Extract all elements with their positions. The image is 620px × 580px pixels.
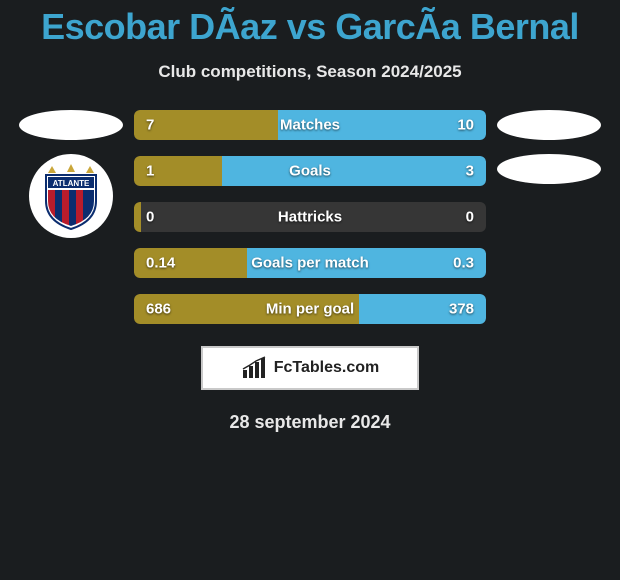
- stat-bar-left-fill: [134, 202, 141, 232]
- stat-label: Goals: [289, 163, 331, 180]
- stat-bar-right-fill: [222, 156, 486, 186]
- right-player-col: [494, 110, 604, 184]
- atlante-badge-icon: ATLANTE: [36, 161, 106, 231]
- stat-label: Hattricks: [278, 209, 342, 226]
- fctables-text: FcTables.com: [274, 359, 380, 377]
- bar-chart-icon: [241, 356, 269, 380]
- right-club-badge: [497, 154, 601, 184]
- stat-right-value: 378: [449, 301, 474, 318]
- stat-left-value: 686: [146, 301, 171, 318]
- stat-left-value: 7: [146, 117, 154, 134]
- stat-right-value: 3: [466, 163, 474, 180]
- stat-right-value: 0: [466, 209, 474, 226]
- fctables-logo[interactable]: FcTables.com: [201, 346, 419, 390]
- stat-bar: 1 3 Goals: [134, 156, 486, 186]
- date-text: 28 september 2024: [0, 412, 620, 433]
- stat-label: Matches: [280, 117, 340, 134]
- stat-left-value: 0: [146, 209, 154, 226]
- page-title: Escobar DÃ­az vs GarcÃ­a Bernal: [0, 0, 620, 48]
- stat-bar: 686 378 Min per goal: [134, 294, 486, 324]
- stat-left-value: 1: [146, 163, 154, 180]
- left-player-col: ATLANTE: [16, 110, 126, 238]
- left-club-badge: ATLANTE: [29, 154, 113, 238]
- stat-right-value: 10: [457, 117, 474, 134]
- stat-left-value: 0.14: [146, 255, 175, 272]
- left-player-avatar: [19, 110, 123, 140]
- right-player-avatar: [497, 110, 601, 140]
- stat-bar-left-fill: [134, 110, 278, 140]
- stat-right-value: 0.3: [453, 255, 474, 272]
- stat-label: Goals per match: [251, 255, 369, 272]
- stat-label: Min per goal: [266, 301, 354, 318]
- badge-name: ATLANTE: [53, 179, 90, 188]
- comparison-row: ATLANTE 7 10 Matches 1 3 Goals 0 0 Hattricks 0.14…: [0, 110, 620, 324]
- stat-bars: 7 10 Matches 1 3 Goals 0 0 Hattricks 0.14 0.3 Goals…: [134, 110, 486, 324]
- stat-bar: 0 0 Hattricks: [134, 202, 486, 232]
- stat-bar: 0.14 0.3 Goals per match: [134, 248, 486, 278]
- subtitle: Club competitions, Season 2024/2025: [0, 62, 620, 82]
- stat-bar: 7 10 Matches: [134, 110, 486, 140]
